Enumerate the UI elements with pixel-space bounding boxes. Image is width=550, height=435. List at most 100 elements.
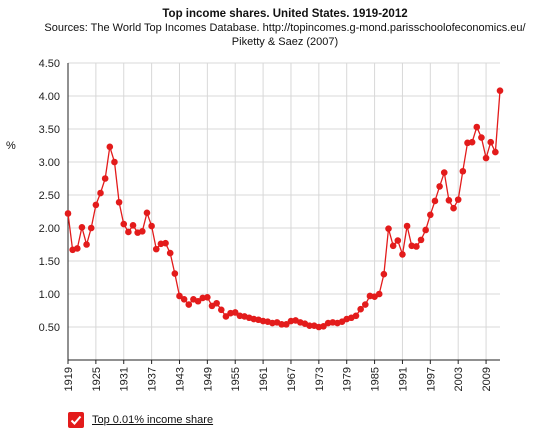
y-tick-label: 1.50 bbox=[39, 256, 60, 268]
data-point bbox=[440, 169, 448, 176]
data-point bbox=[152, 245, 160, 253]
axes bbox=[67, 63, 500, 364]
data-point bbox=[185, 301, 193, 308]
data-point bbox=[106, 143, 114, 151]
data-point bbox=[83, 241, 90, 248]
data-point bbox=[92, 201, 100, 209]
data-point bbox=[64, 210, 72, 217]
data-point bbox=[101, 175, 109, 182]
subtitle-line-1: Sources: The World Top Incomes Database.… bbox=[44, 22, 526, 34]
subtitle-line-2: Piketty & Saez (2007) bbox=[231, 36, 339, 48]
x-tick-label: 1979 bbox=[342, 367, 354, 391]
x-tick-label: 1961 bbox=[258, 367, 270, 391]
x-tick-label: 1985 bbox=[370, 367, 382, 391]
x-tick-labels: 1919 1925 1931 1937 1943 1949 1955 1961 1967 1973… bbox=[63, 367, 493, 391]
y-tick-label: 1.00 bbox=[39, 289, 60, 301]
grid bbox=[67, 62, 500, 360]
data-point bbox=[482, 154, 490, 162]
data-point bbox=[87, 224, 95, 232]
x-tick-label: 1997 bbox=[425, 367, 437, 391]
y-axis-label: % bbox=[6, 140, 16, 152]
data-point bbox=[385, 225, 392, 232]
data-point bbox=[231, 309, 239, 316]
data-point bbox=[361, 301, 369, 308]
data-point bbox=[352, 312, 360, 320]
data-point bbox=[222, 313, 230, 320]
chart-subtitle: Sources: The World Top Incomes Database.… bbox=[0, 21, 550, 49]
data-point bbox=[492, 148, 499, 156]
data-point bbox=[389, 242, 397, 250]
x-tick-label: 2009 bbox=[481, 367, 493, 391]
y-tick-label: 2.00 bbox=[39, 223, 60, 235]
legend-label[interactable]: Top 0.01% income share bbox=[92, 414, 214, 426]
data-point bbox=[445, 196, 453, 204]
data-point bbox=[194, 297, 202, 305]
data-point bbox=[78, 224, 86, 231]
data-point bbox=[450, 204, 457, 212]
y-tick-label: 4.00 bbox=[39, 91, 60, 103]
data-point bbox=[148, 222, 155, 230]
data-point bbox=[283, 321, 290, 328]
y-tick-label: 3.50 bbox=[39, 124, 60, 136]
data-point bbox=[375, 290, 383, 298]
data-point bbox=[111, 158, 118, 166]
data-point bbox=[204, 294, 211, 301]
x-tick-label: 1925 bbox=[91, 367, 103, 391]
data-point bbox=[422, 226, 429, 234]
data-point bbox=[320, 323, 327, 330]
data-point bbox=[176, 292, 183, 300]
data-point bbox=[454, 196, 462, 203]
data-point bbox=[487, 138, 495, 146]
x-tick-label: 1955 bbox=[230, 367, 242, 391]
data-point bbox=[357, 305, 364, 313]
x-tick-label: 1973 bbox=[314, 367, 326, 391]
data-point bbox=[97, 189, 104, 197]
data-point bbox=[403, 222, 411, 230]
data-point bbox=[278, 321, 285, 328]
data-point bbox=[120, 220, 128, 228]
series-line bbox=[67, 90, 501, 328]
legend: Top 0.01% income share bbox=[68, 412, 213, 428]
x-tick-label: 1919 bbox=[63, 367, 75, 391]
data-point bbox=[217, 306, 225, 314]
data-point bbox=[143, 209, 151, 217]
checkmark-icon bbox=[70, 415, 82, 425]
legend-checkbox[interactable] bbox=[68, 412, 84, 428]
x-tick-label: 2003 bbox=[453, 367, 465, 391]
data-point bbox=[166, 249, 174, 257]
data-points bbox=[64, 87, 504, 331]
data-point bbox=[459, 167, 467, 175]
data-point bbox=[180, 295, 188, 303]
x-tick-label: 1937 bbox=[147, 367, 159, 391]
x-tick-label: 1967 bbox=[286, 367, 298, 391]
y-tick-label: 4.50 bbox=[39, 58, 60, 70]
data-point bbox=[139, 228, 146, 235]
y-tick-label: 0.50 bbox=[39, 322, 60, 334]
data-point bbox=[473, 123, 481, 131]
data-point bbox=[436, 183, 443, 190]
data-point bbox=[125, 228, 132, 236]
x-tick-label: 1943 bbox=[174, 367, 186, 391]
data-point bbox=[496, 87, 504, 95]
data-point bbox=[115, 198, 123, 206]
data-point bbox=[413, 243, 420, 250]
y-tick-label: 2.50 bbox=[39, 190, 60, 202]
x-tick-label: 1931 bbox=[119, 367, 131, 391]
y-tick-label: 3.00 bbox=[39, 157, 60, 169]
data-point bbox=[394, 237, 402, 244]
y-tick-labels: 0.50 1.00 1.50 2.00 2.50 3.00 3.50 4.00 4.50 bbox=[39, 58, 60, 334]
data-point bbox=[399, 251, 406, 258]
x-tick-label: 1949 bbox=[202, 367, 214, 391]
data-point bbox=[380, 270, 388, 278]
data-point bbox=[468, 138, 476, 146]
data-point bbox=[417, 236, 425, 244]
chart-title: Top income shares. United States. 1919-2… bbox=[162, 8, 408, 20]
data-point bbox=[171, 270, 179, 277]
data-point bbox=[306, 322, 313, 329]
data-point bbox=[478, 134, 485, 141]
data-point bbox=[129, 222, 137, 229]
data-point bbox=[431, 197, 439, 205]
data-point bbox=[213, 299, 220, 307]
data-point bbox=[162, 239, 169, 247]
